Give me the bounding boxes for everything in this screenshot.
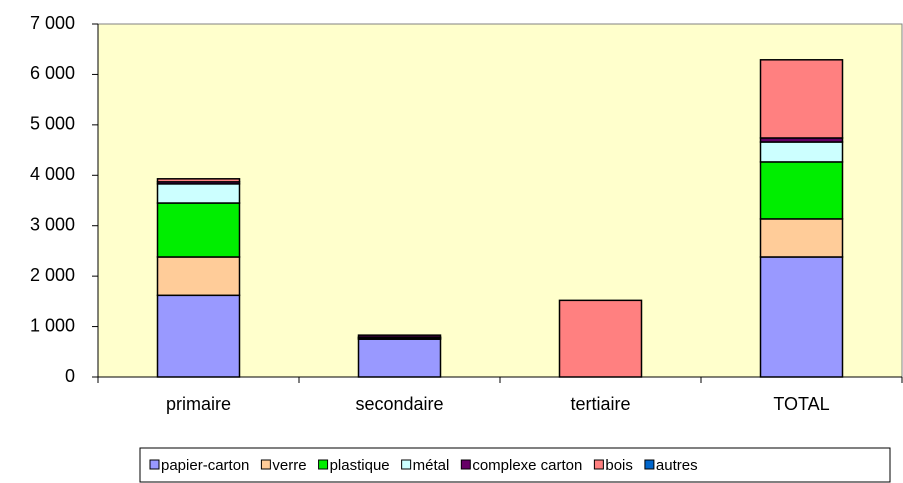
y-tick-label: 3 000 (30, 214, 75, 234)
legend-swatch (318, 459, 329, 470)
y-tick-label: 4 000 (30, 164, 75, 184)
bar-segment (156, 294, 241, 378)
x-tick-label: primaire (166, 394, 231, 414)
bar-segment (759, 141, 844, 163)
legend-label: autres (656, 457, 698, 474)
legend-label: métal (413, 457, 450, 474)
legend-swatch (149, 459, 160, 470)
y-tick-label: 2 000 (30, 265, 75, 285)
legend-label: bois (605, 457, 633, 474)
bar-segment (759, 218, 844, 258)
bar-segment (357, 334, 442, 338)
bar-segment (156, 183, 241, 204)
y-tick-label: 0 (65, 366, 75, 386)
legend-swatch (460, 459, 471, 470)
legend-swatch (644, 459, 655, 470)
legend-label: plastique (330, 457, 390, 474)
bar-segment (357, 338, 442, 378)
legend-swatch (260, 459, 271, 470)
bar-segment (759, 59, 844, 139)
y-tick-label: 5 000 (30, 114, 75, 134)
legend-swatch (593, 459, 604, 470)
legend-label: complexe carton (472, 457, 582, 474)
x-tick-label: tertiaire (570, 394, 630, 414)
bar-segment (759, 161, 844, 220)
legend-label: verre (272, 457, 306, 474)
bar-segment (759, 256, 844, 378)
legend-swatch (401, 459, 412, 470)
legend-label: papier-carton (161, 457, 249, 474)
bar-segment (156, 256, 241, 297)
x-tick-label: TOTAL (773, 394, 829, 414)
x-tick-label: secondaire (355, 394, 443, 414)
y-tick-label: 7 000 (30, 13, 75, 33)
bar-segment (156, 178, 241, 183)
bar-segment (558, 299, 643, 378)
bar-segment (156, 202, 241, 258)
y-tick-label: 6 000 (30, 63, 75, 83)
y-tick-label: 1 000 (30, 315, 75, 335)
